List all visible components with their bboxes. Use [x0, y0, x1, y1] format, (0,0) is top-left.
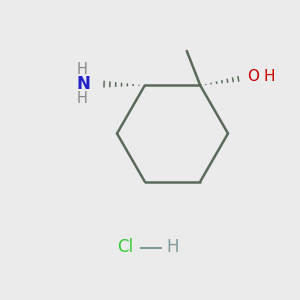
Text: Cl: Cl — [117, 238, 134, 256]
Text: H: H — [77, 91, 88, 106]
Text: H: H — [263, 69, 275, 84]
Text: H: H — [167, 238, 179, 256]
Text: O: O — [247, 69, 259, 84]
Text: H: H — [77, 62, 88, 77]
Text: N: N — [77, 75, 91, 93]
